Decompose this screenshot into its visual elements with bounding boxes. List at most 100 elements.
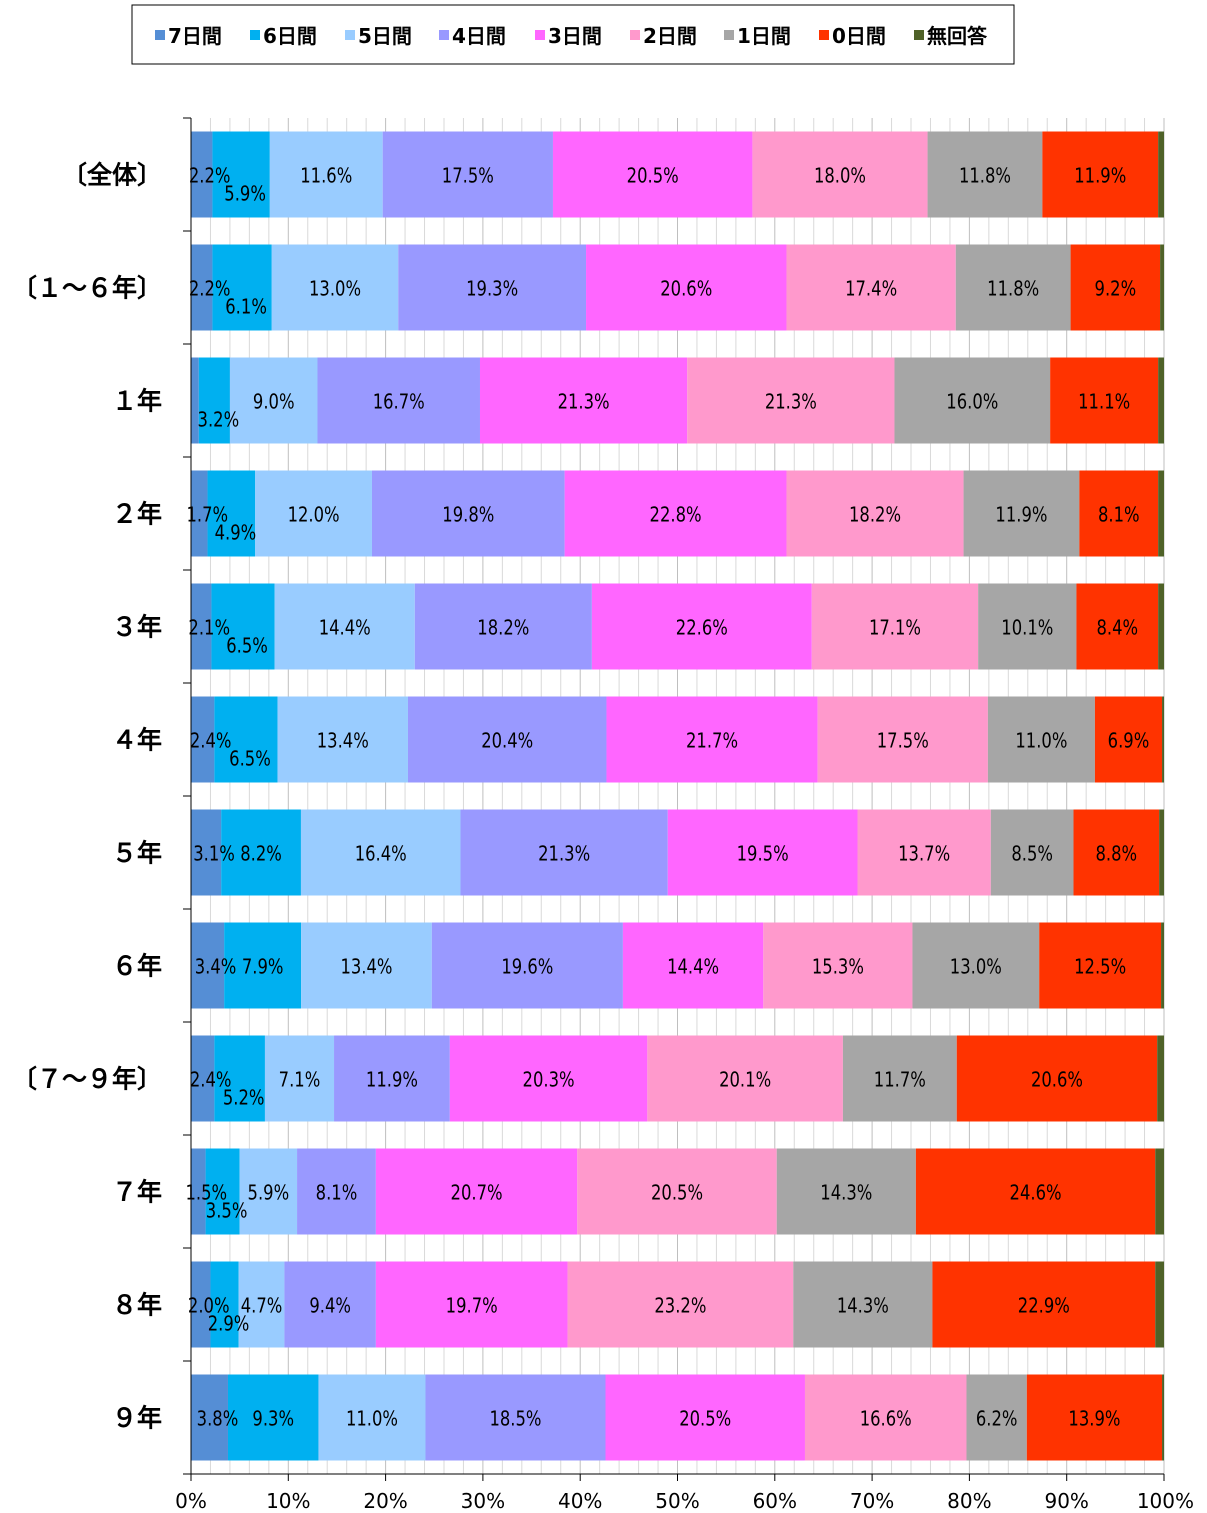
bar-segment bbox=[398, 244, 587, 331]
legend: 7日間 6日間 5日間 4日間 3日間 2日間 1日間 0日間 無回答 bbox=[131, 4, 1015, 65]
bar-segment bbox=[460, 809, 668, 896]
data-label: 19.8% bbox=[442, 504, 494, 527]
data-label: 8.1% bbox=[1098, 504, 1140, 527]
data-label: 14.3% bbox=[820, 1182, 872, 1205]
legend-swatch bbox=[250, 30, 260, 40]
bar-segment bbox=[912, 922, 1040, 1009]
data-label: 20.5% bbox=[627, 165, 679, 188]
data-label: 6.5% bbox=[226, 635, 268, 658]
bar-segment bbox=[191, 470, 208, 557]
bar-segment bbox=[191, 1035, 215, 1122]
bar-segment bbox=[956, 1035, 1158, 1122]
x-tick-label: 50% bbox=[655, 1489, 699, 1513]
bar-segment bbox=[264, 1035, 335, 1122]
data-label: 19.5% bbox=[737, 843, 789, 866]
data-label: 21.3% bbox=[558, 391, 610, 414]
bar-segment bbox=[687, 357, 895, 444]
category-label: ２年 bbox=[112, 500, 162, 529]
bar-segment bbox=[407, 696, 607, 783]
data-label: 2.2% bbox=[189, 165, 231, 188]
bar-segment bbox=[606, 696, 818, 783]
data-label: 11.0% bbox=[1015, 730, 1067, 753]
bar-segment bbox=[284, 1261, 376, 1348]
data-label: 4.9% bbox=[215, 522, 257, 545]
bar-segment bbox=[191, 809, 222, 896]
data-label: 4.7% bbox=[241, 1295, 283, 1318]
data-label: 11.0% bbox=[346, 1408, 398, 1431]
legend-label: 0日間 bbox=[832, 24, 886, 48]
data-label: 21.3% bbox=[538, 843, 590, 866]
data-label: 20.5% bbox=[651, 1182, 703, 1205]
bar-segment bbox=[1155, 1261, 1164, 1348]
data-label: 2.0% bbox=[188, 1295, 230, 1318]
x-tick-label: 70% bbox=[850, 1489, 894, 1513]
bar-segment bbox=[1158, 357, 1164, 444]
data-label: 22.8% bbox=[650, 504, 702, 527]
bar-segment bbox=[431, 922, 623, 1009]
data-label: 11.9% bbox=[1074, 165, 1126, 188]
bar-segment bbox=[449, 1035, 648, 1122]
legend-swatch bbox=[345, 30, 355, 40]
data-label: 20.6% bbox=[1031, 1069, 1083, 1092]
bar-segment bbox=[1079, 470, 1159, 557]
category-label: 〔全体〕 bbox=[62, 161, 162, 190]
legend-swatch bbox=[914, 30, 924, 40]
bar-segment bbox=[894, 357, 1051, 444]
legend-swatch bbox=[439, 30, 449, 40]
legend-swatch bbox=[819, 30, 829, 40]
data-labels: 2.2%5.9%11.6% 17.5% 20.5% 18.0% 11.8% 11.9%2.… bbox=[185, 165, 1149, 1431]
bar-segment bbox=[297, 1148, 376, 1235]
data-label: 20.7% bbox=[451, 1182, 503, 1205]
bar-segment bbox=[1162, 1374, 1164, 1461]
category-label: ３年 bbox=[112, 613, 162, 642]
data-label: 17.4% bbox=[845, 278, 897, 301]
x-tick-label: 20% bbox=[363, 1489, 407, 1513]
bar-segment bbox=[552, 131, 753, 218]
bar-segment bbox=[191, 696, 215, 783]
bar-segment bbox=[1160, 244, 1164, 331]
bar-segment bbox=[221, 809, 301, 896]
data-label: 1.7% bbox=[186, 504, 228, 527]
x-tick-label: 100% bbox=[1137, 1489, 1194, 1513]
data-label: 6.2% bbox=[976, 1408, 1018, 1431]
bar-segment bbox=[414, 583, 592, 670]
bar-segment bbox=[577, 1148, 777, 1235]
data-label: 22.6% bbox=[676, 617, 728, 640]
data-label: 20.6% bbox=[660, 278, 712, 301]
bar-segment bbox=[1155, 1148, 1164, 1235]
bar-segment bbox=[586, 244, 787, 331]
bar-segment bbox=[842, 1035, 957, 1122]
data-label: 2.4% bbox=[190, 730, 232, 753]
data-label: 2.4% bbox=[190, 1069, 232, 1092]
bar-segment bbox=[271, 244, 399, 331]
data-label: 9.0% bbox=[253, 391, 295, 414]
bar-segment bbox=[425, 1374, 606, 1461]
bar-segment bbox=[1042, 131, 1159, 218]
bar-segment bbox=[1158, 131, 1164, 218]
category-label: 〔１～６年〕 bbox=[12, 274, 162, 303]
data-label: 3.5% bbox=[206, 1200, 248, 1223]
bar-segment bbox=[277, 696, 408, 783]
category-label: ７年 bbox=[112, 1178, 162, 1207]
bar-segment bbox=[817, 696, 988, 783]
bar-segment bbox=[1162, 696, 1164, 783]
data-label: 8.1% bbox=[316, 1182, 358, 1205]
bar-segment bbox=[786, 244, 956, 331]
bar-segment bbox=[776, 1148, 916, 1235]
data-label: 21.7% bbox=[686, 730, 738, 753]
category-label: ９年 bbox=[112, 1404, 162, 1433]
bar-segment bbox=[591, 583, 812, 670]
bar-segment bbox=[382, 131, 553, 218]
data-label: 12.5% bbox=[1074, 956, 1126, 979]
data-label: 7.9% bbox=[242, 956, 284, 979]
bar-segment bbox=[191, 583, 212, 670]
data-label: 2.9% bbox=[208, 1313, 250, 1336]
data-label: 5.2% bbox=[223, 1087, 265, 1110]
bar-segment bbox=[318, 1374, 426, 1461]
bars bbox=[191, 131, 1164, 1461]
bar-segment bbox=[667, 809, 858, 896]
data-label: 17.5% bbox=[442, 165, 494, 188]
data-label: 5.9% bbox=[248, 1182, 290, 1205]
bar-segment bbox=[334, 1035, 450, 1122]
data-label: 14.3% bbox=[837, 1295, 889, 1318]
